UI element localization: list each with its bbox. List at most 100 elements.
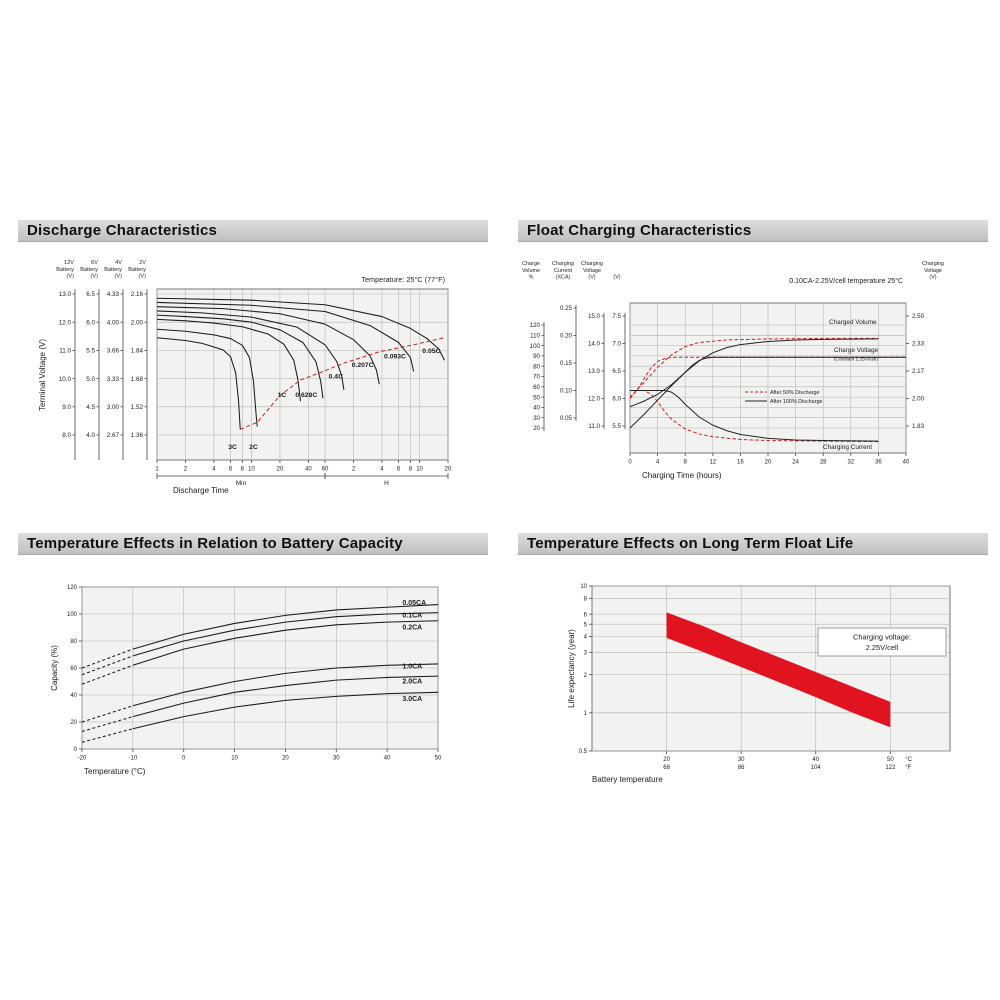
y-tick-label: 2.00 [912, 396, 925, 403]
x-unit-celsius: °C [905, 757, 912, 763]
y-tick-label: 8 [584, 596, 588, 602]
y-tick-label: 12.0 [59, 319, 72, 326]
svg-text:4V: 4V [115, 260, 122, 266]
section-title-discharge-characteristics: Discharge Characteristics [18, 220, 488, 242]
x-tick-label: 20 [445, 467, 452, 473]
svg-text:(V): (V) [588, 275, 595, 281]
discharge-curve-0.093C [156, 301, 415, 372]
capacity-curve-2.0CA-dashed [81, 716, 134, 732]
x-tick-label: 10 [416, 467, 423, 473]
x-tick-label-celsius: 20 [663, 757, 670, 763]
series-charge-voltage-after-50 [629, 356, 906, 399]
rate-label: 0.093C [384, 353, 406, 360]
annotation-line-2: 2.25V/cell [866, 643, 899, 652]
capacity-curve-0.1CA-dashed [81, 655, 134, 676]
capacity-curve-0.2CA-dashed [81, 664, 134, 685]
y-tick-label: 2.50 [912, 313, 925, 320]
x-axis-title: Temperature (°C) [84, 767, 146, 776]
y-tick-label: 3.33 [107, 376, 120, 383]
x-tick-label-fahrenheit: 104 [811, 765, 822, 771]
x-tick-label: 4 [380, 467, 384, 473]
y-tick-label: 11.0 [59, 348, 71, 355]
x-unit-fahrenheit: °F [905, 765, 911, 771]
svg-text:Charge: Charge [522, 261, 540, 267]
y-tick-label: 6.0 [86, 319, 95, 326]
svg-text:(V): (V) [139, 274, 147, 280]
x-axis-title: Charging Time (hours) [642, 471, 722, 480]
rate-label: 0.05C [422, 348, 440, 355]
capacity-curve-1.0CA-dashed [81, 705, 134, 723]
y-tick-label: 2.17 [912, 368, 925, 375]
y-tick-label: 3.66 [107, 348, 120, 355]
capacity-curve-0.2CA [132, 620, 439, 666]
svg-text:(XCA): (XCA) [556, 275, 571, 281]
capacity-curve-1.0CA [132, 663, 439, 707]
condition-note: 0.10CA-2.25V/cell temperature 25°C [789, 277, 903, 285]
discharge-curve-0.207C [156, 306, 380, 385]
svg-text:Current: Current [554, 268, 572, 274]
y-tick-label: 0.15 [560, 360, 573, 367]
capacity-curve-3.0CA-dashed [81, 728, 133, 743]
y-tick-label: 3 [584, 651, 588, 657]
y-tick-label: 60 [70, 666, 77, 672]
y-tick-label: 6.5 [612, 368, 621, 375]
rate-label: 0.05CA [402, 600, 426, 607]
left-axis-column-4: (V) 7.5 7.0 6.5 6.0 5.5 [612, 275, 626, 430]
y-tick-label: 2.00 [131, 319, 144, 326]
svg-text:Charging: Charging [581, 261, 603, 267]
x-tick-label: 36 [875, 460, 882, 466]
x-tick-label-celsius: 40 [812, 757, 819, 763]
y-tick-label: 2.16 [131, 291, 144, 298]
y-tick-label: 11.0 [588, 423, 600, 430]
capacity-curve-0.05CA [132, 604, 439, 650]
svg-text:Battery: Battery [128, 267, 146, 273]
y-tick-label: 40 [70, 693, 77, 699]
label-charged-volume: Charged Volume [829, 319, 877, 326]
svg-text:Charging: Charging [552, 261, 574, 267]
x-unit-section-label: Min [236, 480, 247, 487]
y-tick-label: 2.67 [107, 432, 120, 439]
x-tick-label: 24 [792, 460, 799, 466]
x-tick-label: 40 [903, 460, 910, 466]
y-tick-label: 100 [67, 612, 78, 618]
x-axis-title: Battery temperature [592, 775, 663, 784]
float-life-chart: 1086543210.5206830864010450122°C°FChargi… [567, 584, 951, 784]
y-tick-label: 0.25 [560, 305, 573, 312]
rate-label: 0.2CA [402, 625, 422, 632]
x-tick-label: 2 [184, 467, 188, 473]
x-tick-label: 2 [352, 467, 356, 473]
svg-text:Volume: Volume [522, 268, 540, 274]
series-charging-current-after-50 [630, 390, 879, 443]
x-unit-section-label: H [384, 480, 389, 487]
capacity-curve-0.1CA [132, 612, 439, 657]
x-tick-label: 8 [684, 460, 688, 466]
y-tick-label: 100 [530, 343, 541, 350]
discharge-curve-2C [156, 328, 258, 427]
y-tick-label: 14.0 [588, 341, 601, 348]
y-tick-label: 3.00 [107, 404, 120, 411]
y-tick-label: 4 [584, 635, 588, 641]
y-tick-label: 40 [533, 405, 540, 412]
y-tick-label: 5.5 [86, 348, 95, 355]
y-tick-label: 2.33 [912, 341, 925, 348]
y-axis-title: Capacity (%) [50, 645, 59, 691]
x-axis-title: Discharge Time [173, 486, 229, 495]
y-tick-label: 4.33 [107, 291, 120, 298]
series-charge-voltage-after-100 [629, 356, 906, 408]
discharge-curve-0.628C [156, 314, 324, 399]
y-tick-label: 1.52 [131, 404, 144, 411]
y-tick-label: 7.5 [612, 313, 621, 320]
rate-label: 0.628C [295, 392, 317, 399]
y-tick-label: 9.0 [62, 404, 71, 411]
y-tick-label: 60 [533, 384, 540, 391]
y-tick-label: 20 [533, 425, 540, 432]
y-tick-label: 1.68 [131, 376, 144, 383]
discharge-characteristics-chart: 12VBattery(V)13.012.011.010.09.08.06VBat… [38, 260, 452, 495]
svg-text:(V): (V) [929, 275, 936, 281]
discharge-curve-0.05C [156, 297, 445, 361]
y-tick-label: 1.36 [131, 432, 144, 439]
